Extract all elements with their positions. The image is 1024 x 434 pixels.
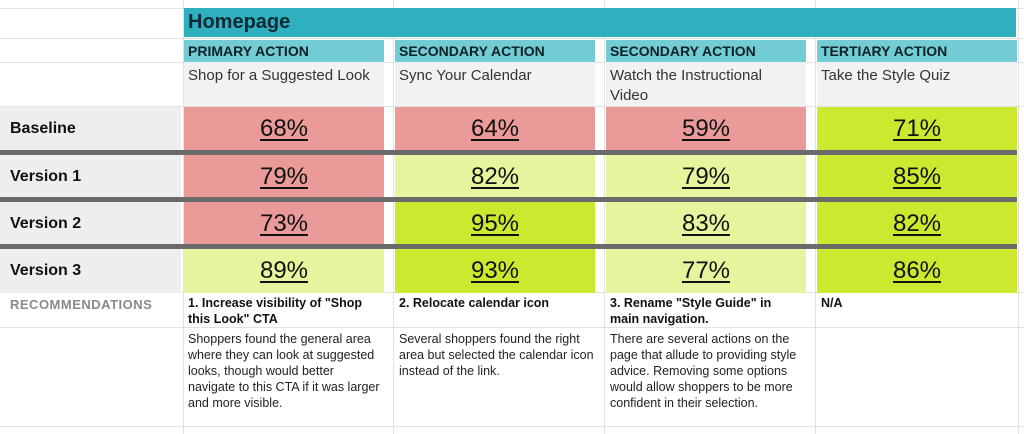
- recommendations-label[interactable]: RECOMMENDATIONS: [10, 297, 153, 312]
- row-label[interactable]: Version 3: [0, 249, 181, 293]
- value-cell[interactable]: 93%: [395, 249, 595, 293]
- row-label[interactable]: Baseline: [0, 107, 181, 151]
- grid-line: [0, 327, 1024, 328]
- value-cell[interactable]: 82%: [395, 155, 595, 199]
- grid-line: [0, 38, 1024, 39]
- value-cell[interactable]: 77%: [606, 249, 806, 293]
- recommendation-title[interactable]: 1. Increase visibility of "Shop this Loo…: [188, 296, 363, 326]
- value-cell[interactable]: 89%: [184, 249, 384, 293]
- value-cell[interactable]: 64%: [395, 107, 595, 151]
- value-cell[interactable]: 59%: [606, 107, 806, 151]
- title-bar: [184, 8, 1016, 37]
- recommendation-title[interactable]: N/A: [821, 296, 843, 310]
- value-cell[interactable]: 83%: [606, 202, 806, 246]
- grid-line: [604, 0, 605, 434]
- value-cell[interactable]: 85%: [817, 155, 1017, 199]
- row-separator: [0, 244, 1017, 249]
- recommendation-description[interactable]: There are several actions on the page th…: [610, 332, 797, 410]
- row-separator: [0, 150, 1017, 155]
- value-cell[interactable]: 82%: [817, 202, 1017, 246]
- column-header[interactable]: TERTIARY ACTION: [817, 40, 1017, 62]
- grid-line: [0, 426, 1024, 427]
- recommendation-title[interactable]: 3. Rename "Style Guide" in main navigati…: [610, 296, 772, 326]
- row-label[interactable]: Version 1: [0, 155, 181, 199]
- task-cell[interactable]: Watch the Instructional Video: [606, 62, 806, 106]
- recommendation-description[interactable]: Several shoppers found the right area bu…: [399, 332, 594, 378]
- column-header[interactable]: SECONDARY ACTION: [606, 40, 806, 62]
- page-title[interactable]: Homepage: [188, 11, 291, 33]
- value-cell[interactable]: 68%: [184, 107, 384, 151]
- value-cell[interactable]: 95%: [395, 202, 595, 246]
- column-header[interactable]: PRIMARY ACTION: [184, 40, 384, 62]
- grid-line: [393, 0, 394, 434]
- task-cell[interactable]: Shop for a Suggested Look: [184, 62, 384, 106]
- recommendation-title[interactable]: 2. Relocate calendar icon: [399, 296, 550, 310]
- grid-line: [183, 0, 184, 434]
- grid-line: [815, 0, 816, 434]
- recommendation-description[interactable]: Shoppers found the general area where th…: [188, 332, 380, 410]
- column-header[interactable]: SECONDARY ACTION: [395, 40, 595, 62]
- value-cell[interactable]: 73%: [184, 202, 384, 246]
- row-separator: [0, 197, 1017, 202]
- grid-line: [0, 106, 1024, 107]
- value-cell[interactable]: 86%: [817, 249, 1017, 293]
- value-cell[interactable]: 79%: [184, 155, 384, 199]
- task-cell[interactable]: Sync Your Calendar: [395, 62, 595, 106]
- value-cell[interactable]: 79%: [606, 155, 806, 199]
- value-cell[interactable]: 71%: [817, 107, 1017, 151]
- row-label[interactable]: Version 2: [0, 202, 181, 246]
- grid-line: [1018, 0, 1019, 434]
- task-cell[interactable]: Take the Style Quiz: [817, 62, 1017, 106]
